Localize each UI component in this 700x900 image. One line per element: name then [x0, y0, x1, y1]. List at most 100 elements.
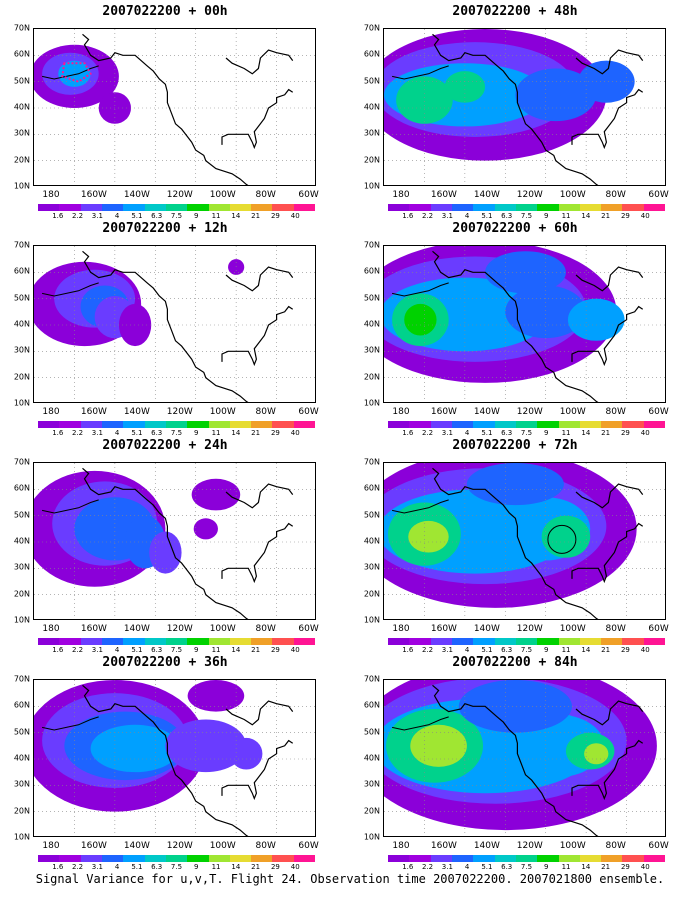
colorbar-swatch	[622, 421, 644, 428]
colorbar-labels: 1.6 2.2 3.1 4 5.1 6.3 7.5 9 11 14 21 29 40	[388, 646, 665, 656]
lon-tick-label: 140W	[473, 624, 500, 634]
lat-tick-label: 10N	[363, 181, 380, 191]
colorbar-label: 5.1	[131, 212, 143, 220]
lon-tick-label: 80W	[255, 841, 276, 851]
lon-tick-label: 60W	[298, 190, 319, 200]
colorbar-swatch	[558, 421, 580, 428]
variance-contour	[404, 303, 437, 336]
panel-title: 2007022200 + 00h	[102, 4, 228, 19]
colorbar-label: 3.1	[441, 646, 453, 654]
colorbar-swatch	[643, 855, 666, 862]
colorbar-swatch	[473, 638, 495, 645]
colorbar-swatch	[494, 421, 516, 428]
coastline	[41, 467, 294, 619]
lon-tick-label: 140W	[123, 841, 150, 851]
colorbar	[38, 421, 316, 428]
colorbar-swatch	[59, 638, 81, 645]
colorbar-label: 3.1	[441, 212, 453, 220]
colorbar-swatch	[537, 855, 559, 862]
colorbar-label: 2.2	[71, 863, 84, 871]
colorbar-swatch	[80, 204, 102, 211]
variance-contour	[228, 259, 245, 275]
panel-title: 2007022200 + 84h	[452, 655, 578, 670]
colorbar-label: 14	[231, 429, 241, 437]
colorbar-label: 40	[290, 863, 300, 871]
panel-title: 2007022200 + 48h	[452, 4, 578, 19]
colorbar-label: 11	[211, 212, 221, 220]
lat-tick-label: 20N	[363, 589, 380, 599]
colorbar-label: 29	[620, 429, 630, 437]
variance-contour	[505, 285, 587, 339]
colorbar-labels: 1.6 2.2 3.1 4 5.1 6.3 7.5 9 11 14 21 29 40	[388, 429, 665, 439]
colorbar-swatch	[388, 855, 410, 862]
colorbar-label: 1.6	[52, 429, 64, 437]
coastline	[41, 250, 294, 402]
panel-title: 2007022200 + 72h	[452, 438, 578, 453]
colorbar-labels: 1.6 2.2 3.1 4 5.1 6.3 7.5 9 11 14 21 29 40	[388, 863, 665, 873]
colorbar-swatch	[165, 421, 188, 428]
colorbar-label: 21	[601, 212, 611, 220]
colorbar-label: 7.5	[520, 646, 533, 654]
lat-tick-label: 20N	[363, 806, 380, 816]
colorbar-swatch	[622, 638, 644, 645]
colorbar-swatch	[123, 421, 145, 428]
variance-contour	[191, 478, 241, 511]
colorbar-swatch	[123, 855, 145, 862]
colorbar-swatch	[144, 638, 166, 645]
colorbar-label: 3.1	[91, 863, 103, 871]
colorbar-swatch	[558, 204, 580, 211]
colorbar-swatch	[388, 204, 410, 211]
colorbar-swatch	[430, 421, 452, 428]
colorbar-label: 9	[544, 212, 549, 220]
colorbar-label: 2.2	[71, 429, 84, 437]
colorbar-swatch	[622, 204, 644, 211]
variance-contour	[410, 724, 467, 767]
colorbar-label: 7.5	[170, 212, 183, 220]
lat-tick-label: 40N	[13, 753, 30, 763]
lat-tick-label: 40N	[363, 102, 380, 112]
variance-contour	[118, 303, 152, 347]
lon-tick-label: 100W	[559, 407, 586, 417]
colorbar-swatch	[101, 638, 124, 645]
colorbar-swatch	[601, 421, 623, 428]
colorbar-label: 7.5	[520, 212, 533, 220]
lon-tick-label: 140W	[123, 624, 150, 634]
lat-tick-label: 70N	[13, 674, 30, 684]
lat-tick-label: 50N	[363, 727, 380, 737]
panel-title: 2007022200 + 12h	[102, 221, 228, 236]
colorbar-label: 21	[601, 646, 611, 654]
lon-tick-label: 160W	[80, 841, 107, 851]
colorbar-label: 1.6	[402, 646, 414, 654]
map-panel: 2007022200 + 36h 70N 60N 50N 40N 30N 20N 10N 180…	[0, 651, 340, 871]
colorbar-swatch	[622, 855, 644, 862]
colorbar-label: 5.1	[131, 863, 143, 871]
colorbar-swatch	[251, 421, 273, 428]
colorbar-label: 5.1	[131, 429, 143, 437]
colorbar-label: 14	[581, 429, 591, 437]
colorbar-label: 21	[601, 429, 611, 437]
map-svg	[384, 463, 665, 619]
colorbar-swatch	[515, 638, 538, 645]
lon-tick-label: 80W	[605, 407, 626, 417]
lon-tick-label: 180	[392, 190, 410, 200]
colorbar-label: 21	[601, 863, 611, 871]
colorbar-label: 2.2	[421, 646, 434, 654]
colorbar-swatch	[388, 638, 410, 645]
colorbar-label: 2.2	[71, 646, 84, 654]
colorbar-label: 40	[640, 212, 650, 220]
variance-map	[33, 462, 316, 620]
lat-tick-label: 50N	[363, 293, 380, 303]
colorbar-label: 7.5	[520, 429, 533, 437]
colorbar-swatch	[165, 204, 188, 211]
colorbar-label: 6.3	[151, 429, 163, 437]
lon-tick-label: 80W	[255, 407, 276, 417]
lat-tick-label: 30N	[13, 562, 30, 572]
coastline	[391, 467, 644, 619]
lat-tick-label: 10N	[13, 398, 30, 408]
colorbar-label: 21	[251, 863, 261, 871]
lat-tick-label: 30N	[363, 345, 380, 355]
lat-tick-label: 50N	[13, 510, 30, 520]
lat-tick-label: 60N	[363, 700, 380, 710]
colorbar-swatch	[123, 204, 145, 211]
colorbar-label: 29	[270, 429, 280, 437]
